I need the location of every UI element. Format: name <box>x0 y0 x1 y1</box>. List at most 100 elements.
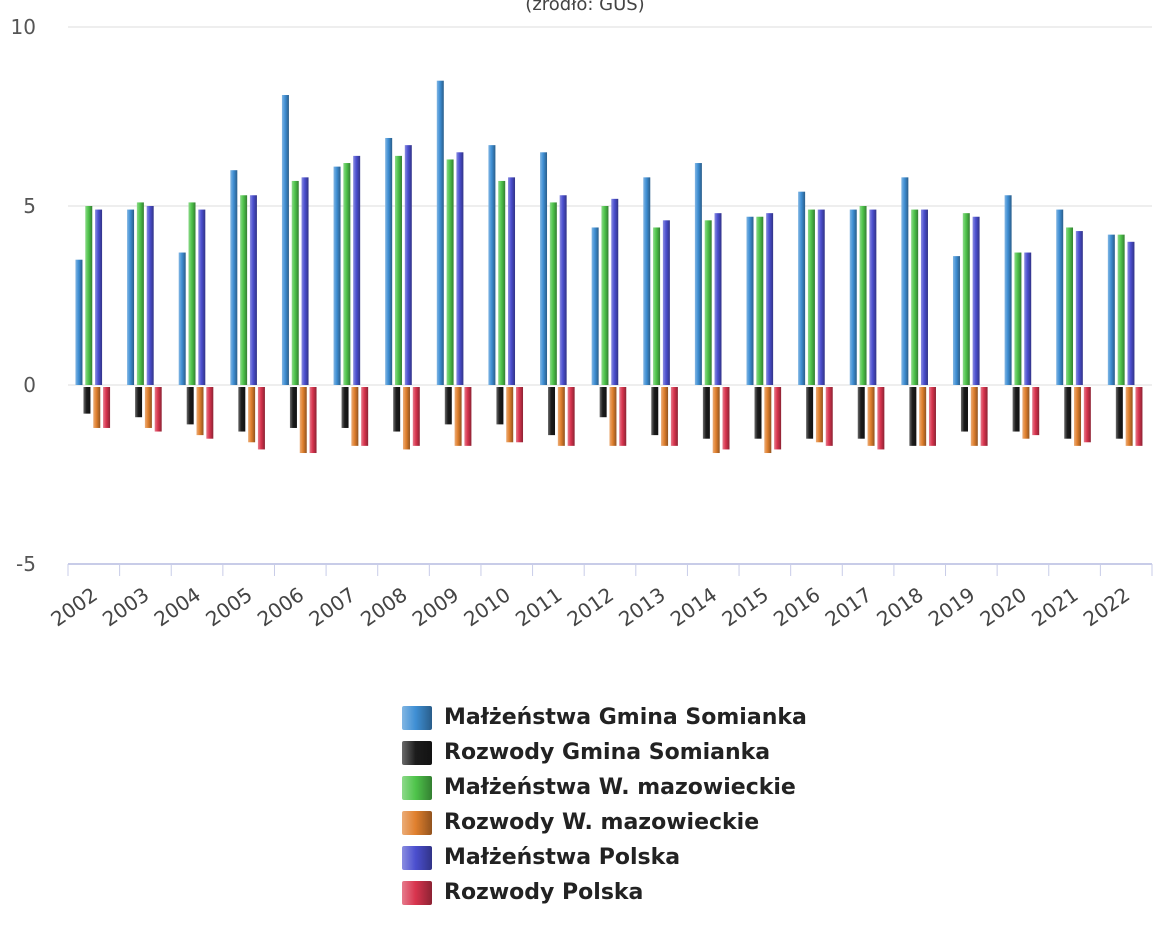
bar-2006-4 <box>301 177 309 385</box>
bar-2008-0 <box>385 137 393 385</box>
x-tick-label: 2004 <box>150 582 205 631</box>
bar-2014-2 <box>704 220 712 385</box>
bar-2019-3 <box>970 387 978 446</box>
legend-item[interactable]: Małżeństwa Gmina Somianka <box>402 700 807 735</box>
bar-2009-4 <box>456 152 464 385</box>
bar-2018-3 <box>919 387 927 446</box>
bar-2002-4 <box>95 209 103 385</box>
bar-2005-4 <box>249 195 257 385</box>
bar-2012-4 <box>611 198 619 385</box>
bar-2016-5 <box>825 387 833 446</box>
bar-2017-3 <box>867 387 875 446</box>
bar-2016-3 <box>815 387 823 443</box>
bar-2011-2 <box>549 202 557 385</box>
bar-2005-0 <box>230 170 238 385</box>
bar-2015-2 <box>756 216 764 385</box>
bar-2011-1 <box>548 387 556 436</box>
bar-2014-4 <box>714 213 722 385</box>
bar-2013-5 <box>670 387 678 446</box>
legend-swatch <box>402 705 432 730</box>
bar-2017-1 <box>857 387 865 439</box>
x-tick-label: 2021 <box>1027 582 1082 631</box>
bar-2002-5 <box>103 387 111 428</box>
x-tick-label: 2007 <box>304 582 359 631</box>
bar-2007-1 <box>341 387 349 428</box>
bar-2002-2 <box>85 206 93 385</box>
bar-2013-0 <box>643 177 651 385</box>
legend: Małżeństwa Gmina Somianka Rozwody Gmina S… <box>402 700 807 910</box>
x-tick-label: 2019 <box>924 582 979 631</box>
bar-2016-4 <box>817 209 825 385</box>
bar-2007-4 <box>353 155 361 385</box>
bars <box>75 80 1143 454</box>
bar-2022-2 <box>1117 234 1125 385</box>
bar-2020-3 <box>1022 387 1030 439</box>
bar-2012-5 <box>619 387 627 446</box>
bar-2003-4 <box>146 206 154 385</box>
bar-2017-5 <box>877 387 885 450</box>
bar-2005-1 <box>238 387 246 432</box>
bar-2007-3 <box>351 387 359 446</box>
bar-2003-5 <box>154 387 162 432</box>
bar-2008-1 <box>393 387 401 432</box>
bar-2015-3 <box>764 387 772 454</box>
x-tick-label: 2006 <box>253 582 308 631</box>
bar-2010-3 <box>506 387 514 443</box>
x-tick-label: 2008 <box>356 582 411 631</box>
bar-2004-1 <box>186 387 194 425</box>
x-tick-label: 2014 <box>666 582 721 631</box>
bar-2002-3 <box>93 387 101 428</box>
legend-item[interactable]: Rozwody W. mazowieckie <box>402 805 807 840</box>
bar-2003-2 <box>136 202 144 385</box>
bar-2021-2 <box>1066 227 1074 385</box>
bar-2006-2 <box>291 180 299 385</box>
legend-item[interactable]: Rozwody Polska <box>402 875 807 910</box>
bar-2022-5 <box>1135 387 1143 446</box>
bar-2013-4 <box>662 220 670 385</box>
chart-subtitle: (źródło: GUS) <box>525 0 645 15</box>
bar-2003-3 <box>144 387 152 428</box>
bar-2020-5 <box>1032 387 1040 436</box>
bar-2010-2 <box>498 180 506 385</box>
bar-2012-1 <box>599 387 607 418</box>
bar-2009-0 <box>436 80 444 385</box>
bar-2021-0 <box>1056 209 1064 385</box>
bar-2016-1 <box>806 387 814 439</box>
bar-2020-4 <box>1024 252 1032 385</box>
bar-2015-5 <box>774 387 782 450</box>
bar-2008-3 <box>402 387 410 450</box>
legend-swatch <box>402 845 432 870</box>
bar-2004-0 <box>178 252 186 385</box>
legend-item[interactable]: Małżeństwa W. mazowieckie <box>402 770 807 805</box>
bar-2007-0 <box>333 166 341 385</box>
bar-2003-0 <box>127 209 135 385</box>
bar-2005-5 <box>257 387 265 450</box>
x-tick-label: 2003 <box>98 582 153 631</box>
bar-2020-0 <box>1004 195 1012 385</box>
bar-2012-2 <box>601 206 609 385</box>
bar-2009-5 <box>464 387 472 446</box>
legend-item[interactable]: Rozwody Gmina Somianka <box>402 735 807 770</box>
bar-2004-5 <box>206 387 214 439</box>
bar-2010-4 <box>508 177 516 385</box>
bar-2014-3 <box>712 387 720 454</box>
x-tick-label: 2015 <box>717 582 772 631</box>
bar-2017-2 <box>859 206 867 385</box>
bar-2015-1 <box>754 387 762 439</box>
x-tick-label: 2017 <box>821 582 876 631</box>
bar-2017-0 <box>849 209 857 385</box>
legend-item[interactable]: Małżeństwa Polska <box>402 840 807 875</box>
y-tick-label: 5 <box>23 194 36 218</box>
legend-label: Rozwody W. mazowieckie <box>444 810 760 835</box>
bar-2002-1 <box>83 387 91 414</box>
bar-2011-5 <box>567 387 575 446</box>
bar-2020-1 <box>1012 387 1020 432</box>
bar-2011-0 <box>540 152 548 385</box>
grid-lines <box>68 26 1152 565</box>
bar-2021-3 <box>1074 387 1082 446</box>
legend-label: Rozwody Gmina Somianka <box>444 740 771 765</box>
bar-2018-5 <box>928 387 936 446</box>
legend-swatch <box>402 775 432 800</box>
x-tick-label: 2013 <box>614 582 669 631</box>
bar-2021-4 <box>1075 231 1083 385</box>
